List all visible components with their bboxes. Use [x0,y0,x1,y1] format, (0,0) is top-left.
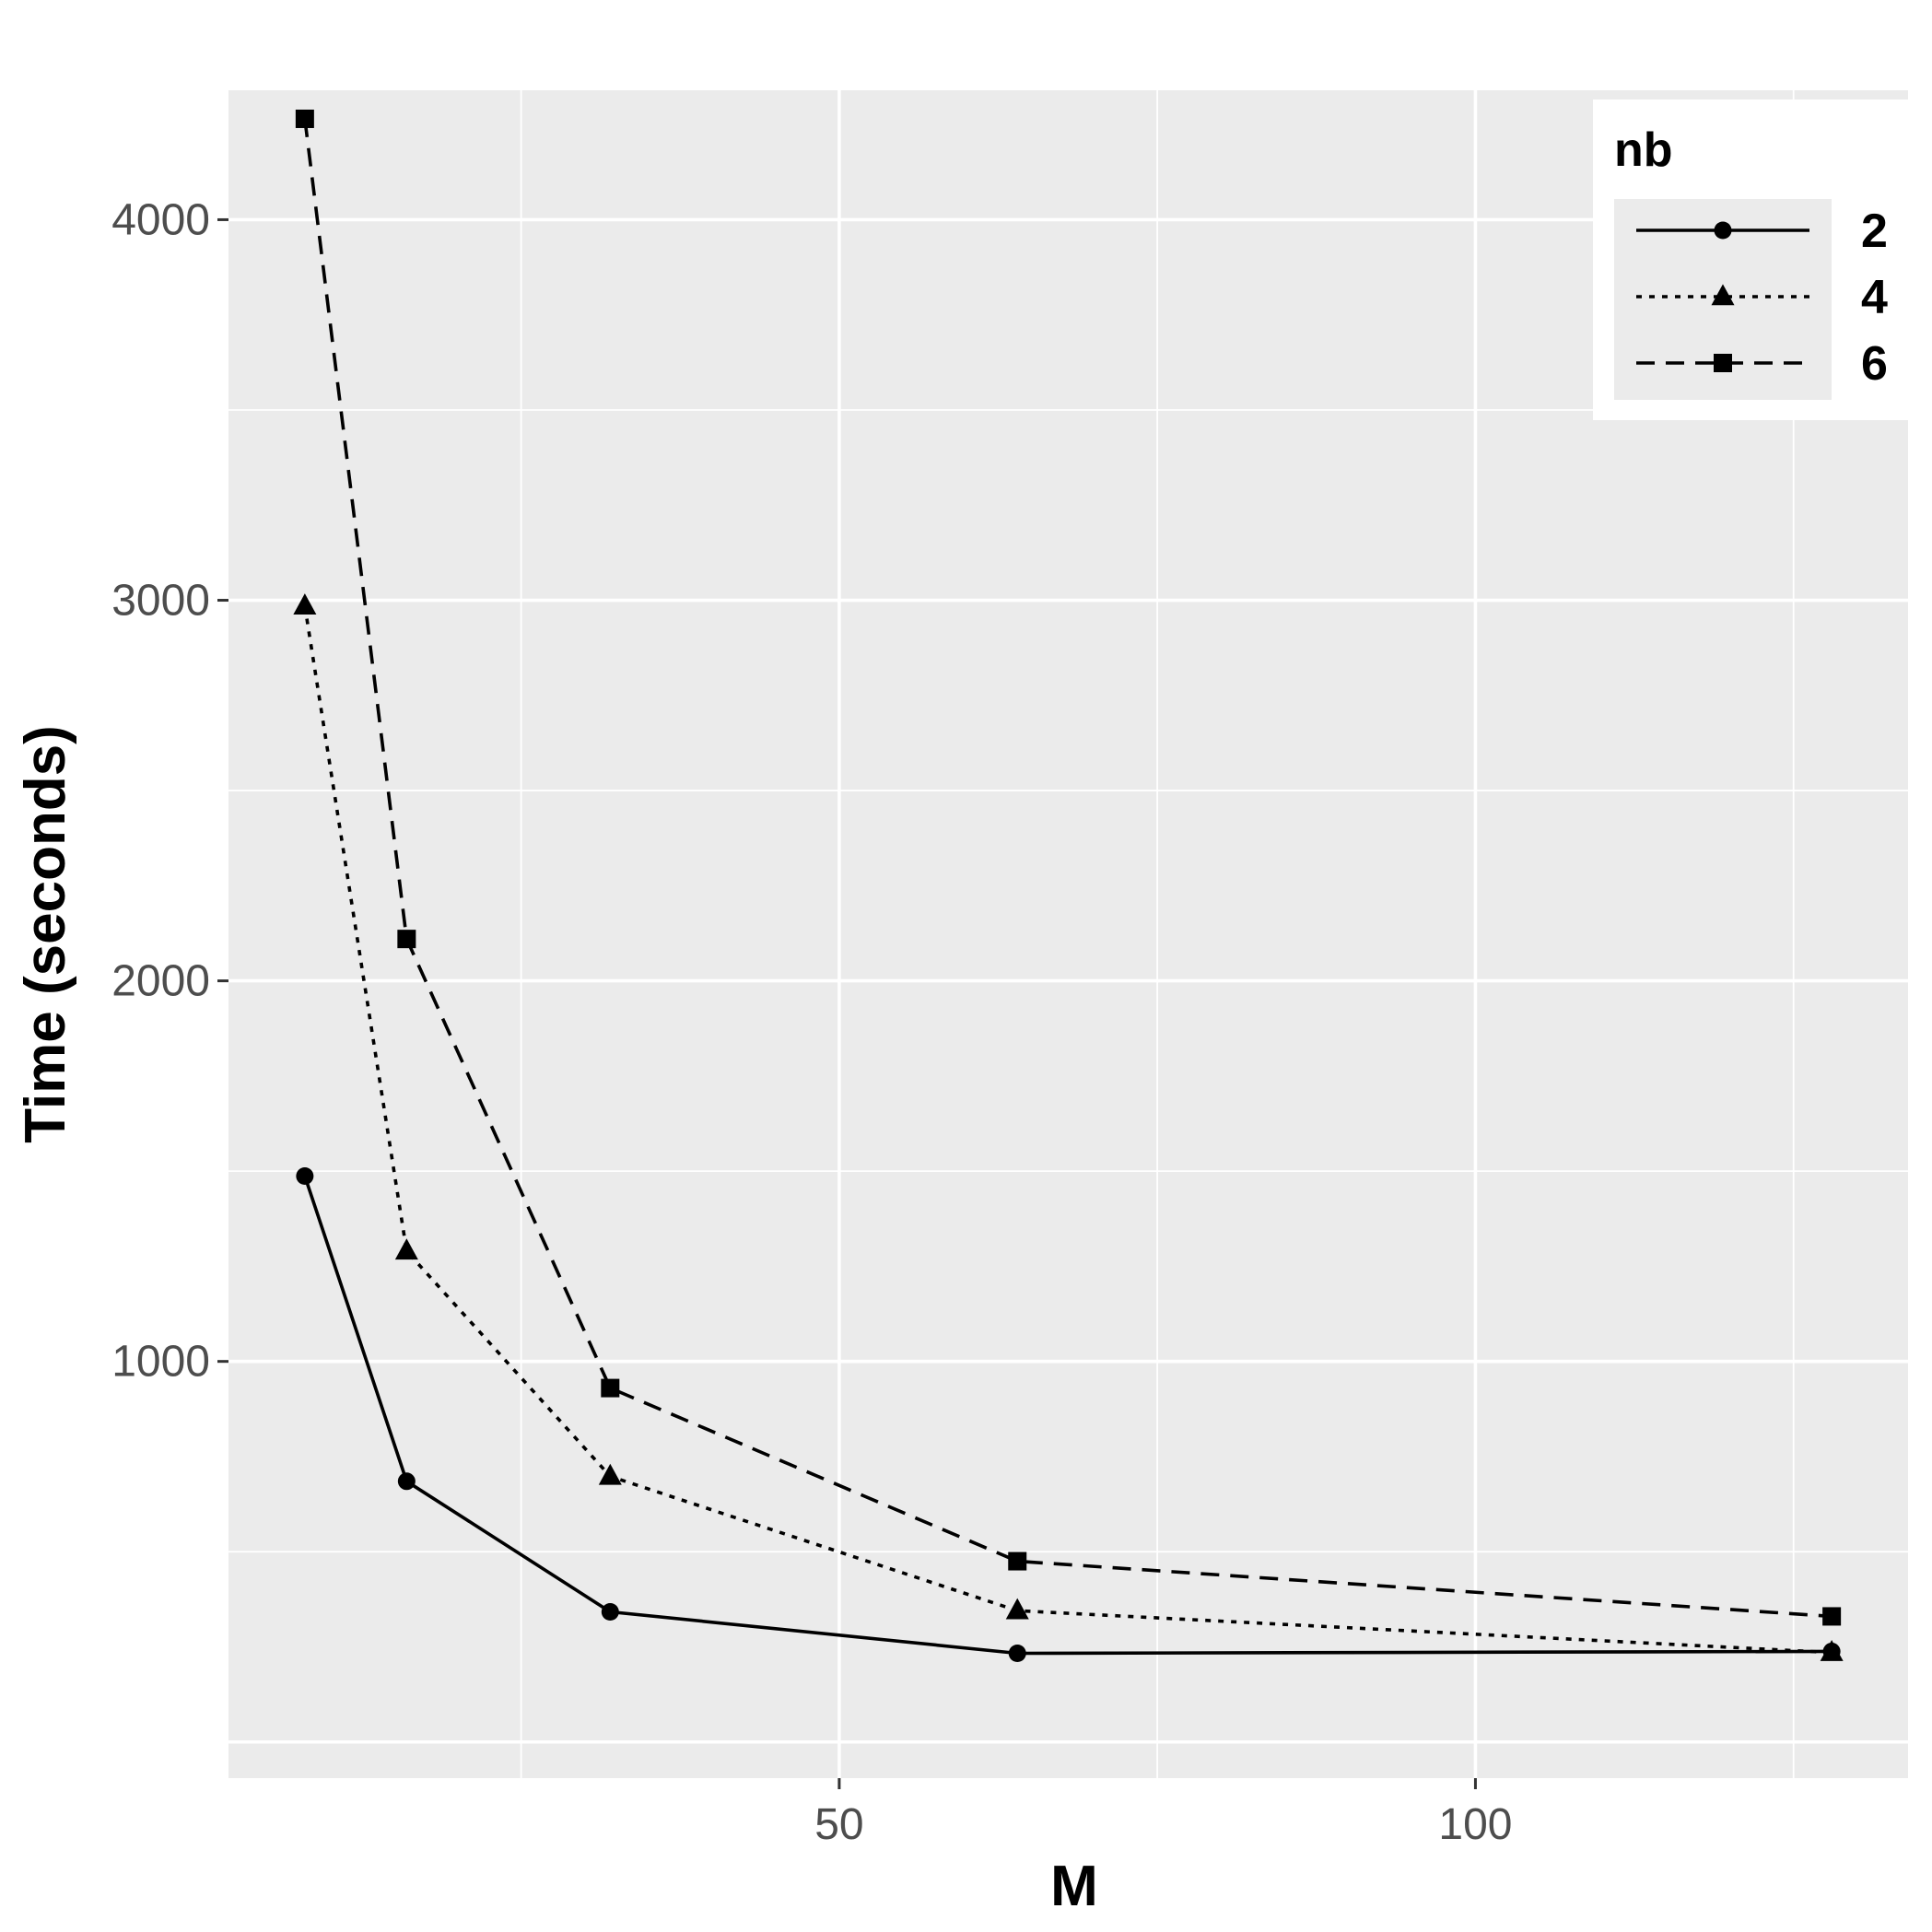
x-axis-title: M [1050,1855,1098,1918]
data-point-nb-6 [397,930,416,949]
y-tick-label: 4000 [111,195,210,244]
legend-label-6: 6 [1861,337,1888,391]
data-point-nb-2 [1008,1645,1026,1663]
data-point-nb-6 [601,1378,620,1398]
data-point-nb-4 [394,1238,418,1260]
legend-label-4: 4 [1861,271,1888,324]
x-tick-label: 50 [814,1800,863,1849]
y-tick-label: 2000 [111,957,210,1006]
data-point-nb-4 [293,593,317,615]
legend-key-marker-4 [1711,284,1735,306]
y-tick-label: 1000 [111,1338,210,1387]
legend-title: nb [1614,123,1673,177]
series-points [293,109,1844,1663]
legend-entries: 2 4 6 [1636,205,1888,391]
data-point-nb-6 [295,109,314,128]
data-point-nb-2 [397,1472,416,1491]
data-point-nb-4 [1820,1640,1844,1661]
legend-key-marker-6 [1714,354,1732,372]
y-axis-ticks: 1000 2000 3000 4000 [111,195,228,1387]
legend: nb 2 4 6 [1593,100,1909,420]
data-point-nb-2 [296,1167,314,1186]
y-tick-label: 3000 [111,577,210,626]
y-axis-title: Time (seconds) [14,725,77,1143]
legend-label-2: 2 [1861,205,1888,258]
x-axis-ticks: 50 100 [814,1778,1512,1849]
data-point-nb-6 [1822,1607,1842,1626]
data-point-nb-4 [598,1463,622,1485]
data-point-nb-2 [601,1602,619,1621]
data-point-nb-6 [1008,1551,1027,1571]
legend-key-marker-2 [1714,221,1732,240]
x-tick-label: 100 [1438,1800,1512,1849]
data-point-nb-4 [1005,1598,1029,1620]
